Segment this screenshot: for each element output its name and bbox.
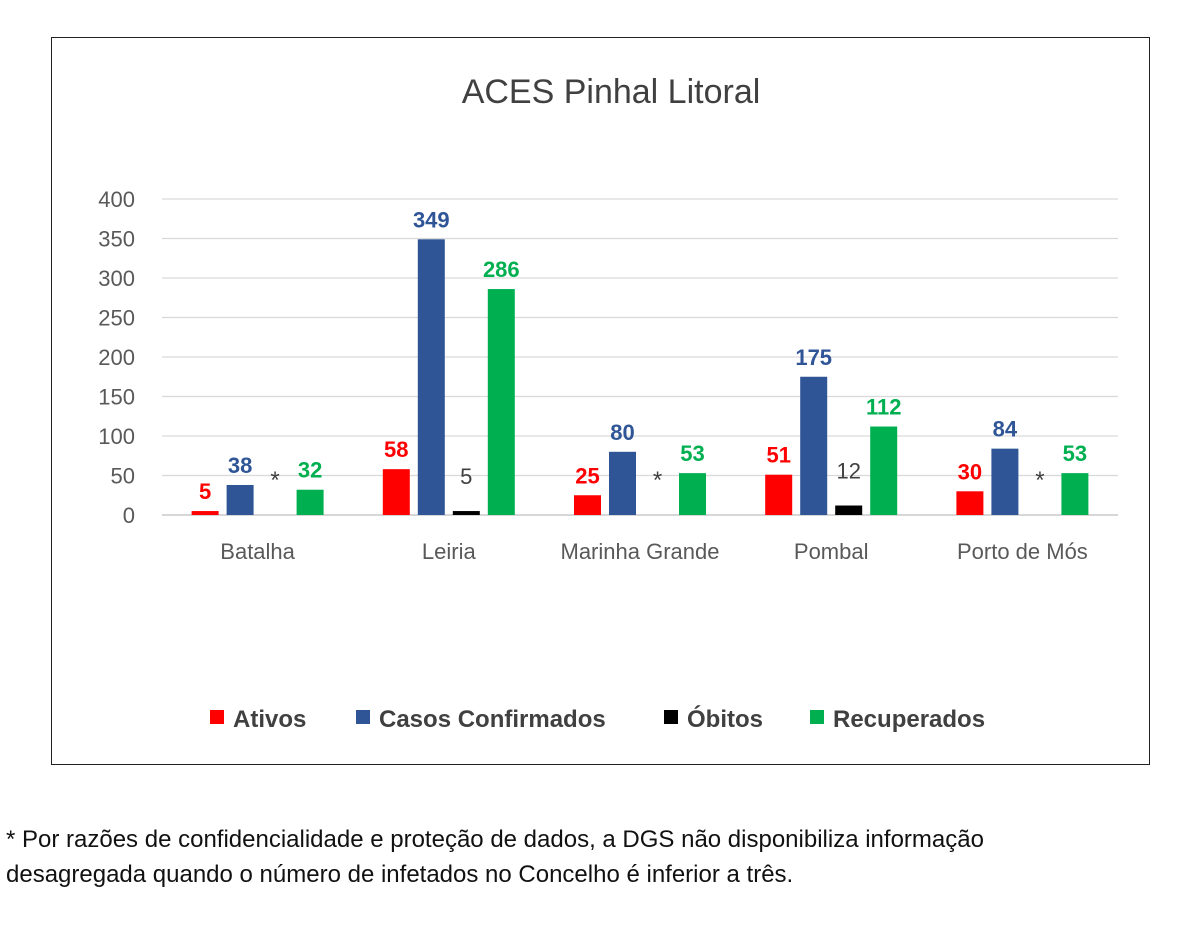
legend-label: Óbitos [687, 705, 763, 733]
x-tick-label: Leiria [422, 539, 477, 564]
chart-frame: ACES Pinhal Litoral 0 50 100 150 200 250 300 35… [51, 37, 1150, 765]
x-tick-label: Batalha [220, 539, 295, 564]
chart-title: ACES Pinhal Litoral [462, 73, 761, 111]
data-label: * [270, 467, 279, 494]
bar [991, 448, 1019, 515]
footnote-line-1: * Por razões de confidencialidade e prot… [6, 826, 984, 853]
bar [765, 474, 793, 515]
data-label: 12 [836, 459, 860, 484]
y-tick-label: 250 [98, 306, 135, 331]
x-tick-label: Pombal [794, 539, 869, 564]
bar [296, 489, 324, 515]
bar [800, 376, 828, 515]
data-label: 32 [298, 458, 322, 483]
data-label: * [1035, 467, 1044, 494]
footnote: * Por razões de confidencialidade e prot… [6, 822, 1196, 892]
bar [226, 484, 254, 515]
data-label: 80 [610, 420, 634, 445]
footnote-line-2: desagregada quando o número de infetados… [6, 861, 794, 888]
data-label: 286 [483, 257, 520, 282]
bar [956, 491, 984, 515]
legend: Ativos Casos Confirmados Óbitos Recuperados [210, 705, 985, 733]
bar [382, 469, 410, 515]
data-label: 175 [795, 345, 832, 370]
data-label: 30 [958, 459, 982, 484]
bar [574, 495, 601, 515]
data-label: 38 [228, 453, 252, 478]
data-label: 58 [384, 437, 408, 462]
y-tick-label: 50 [111, 464, 135, 489]
legend-label: Recuperados [833, 706, 985, 733]
data-label: 53 [1063, 441, 1087, 466]
legend-swatch [356, 710, 370, 724]
bar-chart: ACES Pinhal Litoral 0 50 100 150 200 250 300 35… [98, 73, 1118, 733]
bar [452, 511, 480, 515]
gridlines [162, 198, 1118, 516]
data-label: 51 [766, 443, 790, 468]
data-label: 112 [866, 395, 902, 420]
bar [835, 505, 863, 515]
data-label: 5 [460, 464, 472, 489]
legend-label: Ativos [233, 706, 306, 733]
y-tick-label: 200 [98, 345, 135, 370]
legend-swatch [210, 710, 224, 724]
bar [609, 451, 636, 515]
data-label: 349 [413, 207, 450, 232]
legend-swatch [810, 710, 824, 724]
data-labels: 5 38 * 32 58 349 5 286 25 80 * 53 51 175 12 112 30 84 * 53 [199, 207, 1087, 504]
bar [487, 289, 515, 515]
bar [1061, 473, 1089, 515]
y-tick-label: 400 [98, 187, 135, 212]
bar [191, 511, 219, 515]
legend-swatch [664, 710, 678, 724]
y-tick-label: 0 [123, 503, 135, 528]
data-label: 84 [993, 417, 1018, 442]
data-label: * [653, 467, 662, 494]
x-axis: Batalha Leiria Marinha Grande Pombal Porto d… [220, 539, 1088, 564]
y-tick-label: 100 [98, 424, 135, 449]
x-tick-label: Marinha Grande [561, 539, 720, 564]
y-tick-label: 350 [98, 227, 135, 252]
bar [679, 473, 706, 515]
y-tick-label: 300 [98, 266, 135, 291]
data-label: 5 [199, 479, 211, 504]
legend-label: Casos Confirmados [379, 706, 606, 733]
data-label: 25 [575, 463, 599, 488]
x-tick-label: Porto de Mós [957, 539, 1088, 564]
y-axis: 0 50 100 150 200 250 300 350 400 [98, 187, 135, 528]
y-tick-label: 150 [98, 385, 135, 410]
bar [870, 426, 898, 515]
bars [191, 239, 1089, 516]
data-label: 53 [680, 441, 704, 466]
bar [417, 239, 445, 516]
